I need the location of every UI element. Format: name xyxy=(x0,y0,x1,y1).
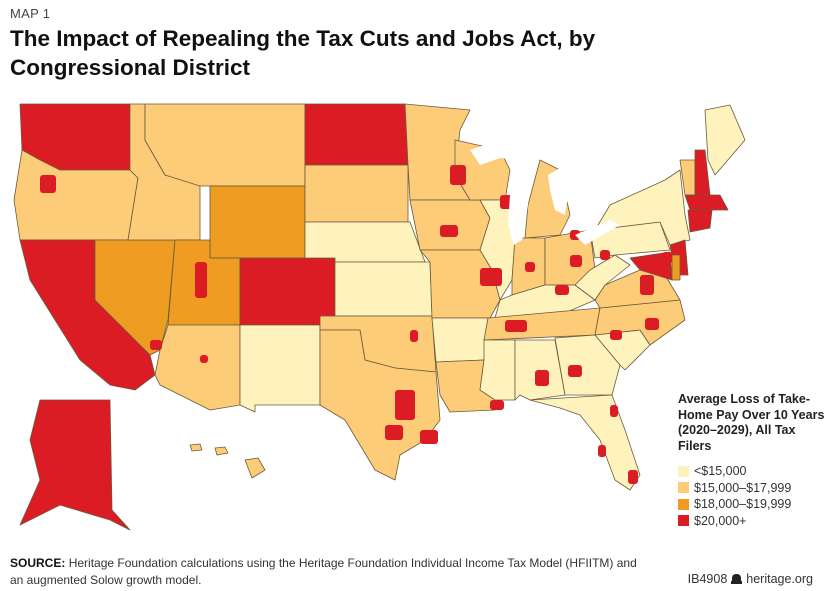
legend-swatch xyxy=(678,515,689,527)
state-maine xyxy=(704,104,746,176)
district-houston xyxy=(420,430,438,444)
district-portland xyxy=(40,175,56,193)
state-georgia xyxy=(554,334,621,396)
state-colorado xyxy=(239,257,336,326)
state-arizona xyxy=(154,324,241,411)
state-wyoming xyxy=(209,185,306,259)
district-columbus xyxy=(570,255,582,267)
district-highlight-layer xyxy=(40,165,672,484)
district-oklahoma-city xyxy=(410,330,418,342)
state-kansas xyxy=(334,261,433,317)
district-charlotte xyxy=(610,330,622,340)
lake-michigan xyxy=(508,160,530,245)
great-lakes xyxy=(470,136,620,245)
legend-item-0: <$15,000 xyxy=(678,463,825,480)
map-legend: Average Loss of Take-Home Pay Over 10 Ye… xyxy=(678,392,825,529)
district-jacksonville xyxy=(610,405,618,417)
district-pittsburgh xyxy=(600,250,610,260)
map-title: The Impact of Repealing the Tax Cuts and… xyxy=(10,26,596,80)
source-note: SOURCE: Heritage Foundation calculations… xyxy=(10,555,650,589)
lake-erie xyxy=(575,220,620,245)
map-kicker: MAP 1 xyxy=(10,6,51,21)
district-austin xyxy=(385,425,403,440)
district-cincinnati xyxy=(555,285,569,295)
district-las-vegas xyxy=(150,340,162,350)
state-new-mexico xyxy=(239,324,321,413)
report-id: IB4908 xyxy=(687,572,728,586)
district-nashville xyxy=(505,320,527,332)
state-delaware xyxy=(671,254,681,281)
source-text: Heritage Foundation calculations using t… xyxy=(10,556,637,587)
site-link[interactable]: heritage.org xyxy=(746,572,813,586)
credit-line: IB4908 heritage.org xyxy=(688,572,813,586)
state-hawaii xyxy=(189,443,266,479)
state-montana xyxy=(144,103,306,187)
district-northern-virginia xyxy=(640,275,654,295)
district-denver xyxy=(275,270,305,290)
district-indianapolis xyxy=(525,262,535,272)
legend-swatch xyxy=(678,465,689,477)
district-salt-lake-city xyxy=(195,262,207,298)
legend-swatch xyxy=(678,498,689,510)
state-florida xyxy=(529,394,641,491)
legend-item-1: $15,000–$17,999 xyxy=(678,480,825,497)
legend-label: $15,000–$17,999 xyxy=(694,480,792,495)
legend-swatch xyxy=(678,482,689,494)
state-mississippi xyxy=(479,339,516,401)
state-north-dakota xyxy=(304,103,409,166)
district-philadelphia xyxy=(662,252,672,264)
state-connecticut xyxy=(687,209,713,233)
legend-label: $18,000–$19,999 xyxy=(694,497,792,512)
district-new-orleans xyxy=(490,400,504,410)
legend-label: <$15,000 xyxy=(694,464,747,479)
legend-title: Average Loss of Take-Home Pay Over 10 Ye… xyxy=(678,392,825,453)
source-label: SOURCE: xyxy=(10,556,66,570)
legend-item-2: $18,000–$19,999 xyxy=(678,496,825,513)
district-phoenix xyxy=(200,355,208,363)
district-miami xyxy=(628,470,638,484)
us-choropleth-map xyxy=(13,103,746,531)
district-los-angeles xyxy=(115,375,127,387)
district-minneapolis xyxy=(450,165,466,185)
liberty-bell-icon xyxy=(731,574,743,584)
state-nebraska xyxy=(304,221,426,263)
district-st-louis xyxy=(480,268,502,286)
district-dallas-fort-worth xyxy=(395,390,415,420)
state-arkansas xyxy=(431,317,489,363)
district-tampa xyxy=(598,445,606,457)
state-south-dakota xyxy=(304,164,409,223)
state-layer xyxy=(13,103,746,531)
legend-item-3: $20,000+ xyxy=(678,513,825,530)
state-alaska xyxy=(19,399,131,531)
lake-huron xyxy=(548,168,570,215)
district-birmingham xyxy=(535,370,549,386)
state-new-york xyxy=(594,169,691,246)
lake-superior xyxy=(470,136,535,165)
legend-label: $20,000+ xyxy=(694,513,747,528)
district-atlanta xyxy=(568,365,582,377)
state-massachusetts xyxy=(684,194,729,211)
district-des-moines xyxy=(440,225,458,237)
district-raleigh xyxy=(645,318,659,330)
